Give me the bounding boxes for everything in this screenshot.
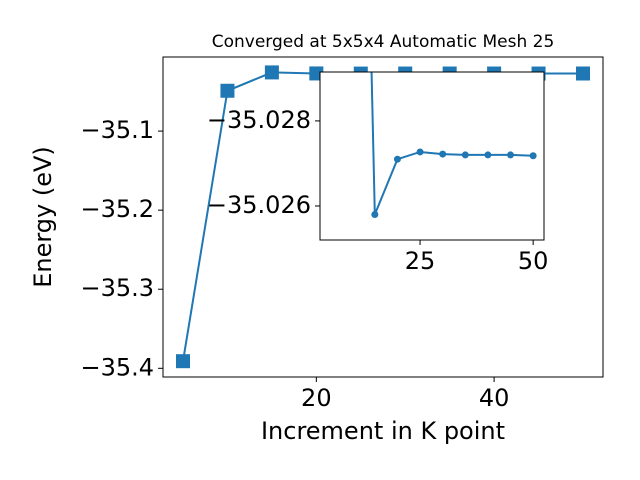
y-tick-label: −35.1 xyxy=(80,116,154,144)
x-axis-label: Increment in K point xyxy=(261,417,505,445)
x-tick-label: 50 xyxy=(518,247,549,275)
marker xyxy=(220,83,235,98)
marker xyxy=(507,151,515,159)
plot-layer xyxy=(370,72,537,218)
y-tick-label: −35.026 xyxy=(207,191,311,219)
axes-frame xyxy=(162,56,604,378)
x-tick-label: 20 xyxy=(301,384,332,412)
marker xyxy=(371,210,379,218)
marker xyxy=(484,151,492,159)
marker xyxy=(416,148,424,156)
y-tick-label: −35.2 xyxy=(80,195,154,223)
axes-frame xyxy=(319,71,545,241)
marker xyxy=(439,150,447,158)
marker xyxy=(393,155,401,163)
marker xyxy=(461,151,469,159)
y-axis-label: Energy (eV) xyxy=(29,146,57,288)
marker xyxy=(529,152,537,160)
marker xyxy=(176,354,190,369)
y-tick-label: −35.3 xyxy=(80,274,154,302)
plot-area xyxy=(320,72,544,240)
x-tick-label: 25 xyxy=(405,247,436,275)
marker xyxy=(576,66,590,81)
x-tick-label: 40 xyxy=(479,384,510,412)
marker xyxy=(264,65,279,80)
y-tick-label: −35.4 xyxy=(80,353,154,381)
y-tick-label: −35.028 xyxy=(207,106,311,134)
chart-title: Converged at 5x5x4 Automatic Mesh 25 xyxy=(212,32,555,52)
